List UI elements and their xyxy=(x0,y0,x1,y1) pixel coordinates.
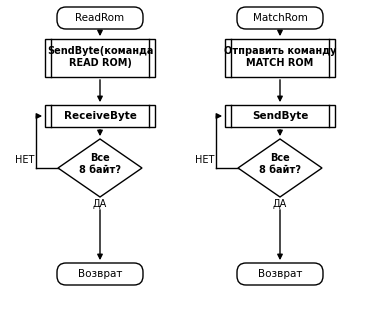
Text: ReadRom: ReadRom xyxy=(75,13,125,23)
Bar xyxy=(225,39,335,77)
Text: ReceiveByte: ReceiveByte xyxy=(64,111,136,121)
Text: SendByte(команда
READ ROM): SendByte(команда READ ROM) xyxy=(47,46,153,68)
Text: Возврат: Возврат xyxy=(78,269,122,279)
Polygon shape xyxy=(238,139,322,197)
Text: Все
8 байт?: Все 8 байт? xyxy=(79,153,121,175)
FancyBboxPatch shape xyxy=(57,7,143,29)
Text: Возврат: Возврат xyxy=(258,269,302,279)
Polygon shape xyxy=(58,139,142,197)
Text: SendByte: SendByte xyxy=(252,111,308,121)
FancyBboxPatch shape xyxy=(57,263,143,285)
Bar xyxy=(45,39,155,77)
FancyBboxPatch shape xyxy=(237,263,323,285)
Bar xyxy=(225,105,335,127)
Bar xyxy=(45,105,155,127)
FancyBboxPatch shape xyxy=(237,7,323,29)
Text: НЕТ: НЕТ xyxy=(14,155,34,165)
Text: ДА: ДА xyxy=(273,199,287,209)
Text: MatchRom: MatchRom xyxy=(253,13,307,23)
Text: Отправить команду
MATCH ROM: Отправить команду MATCH ROM xyxy=(224,46,336,68)
Text: ДА: ДА xyxy=(93,199,107,209)
Text: НЕТ: НЕТ xyxy=(195,155,214,165)
Text: Все
8 байт?: Все 8 байт? xyxy=(259,153,301,175)
